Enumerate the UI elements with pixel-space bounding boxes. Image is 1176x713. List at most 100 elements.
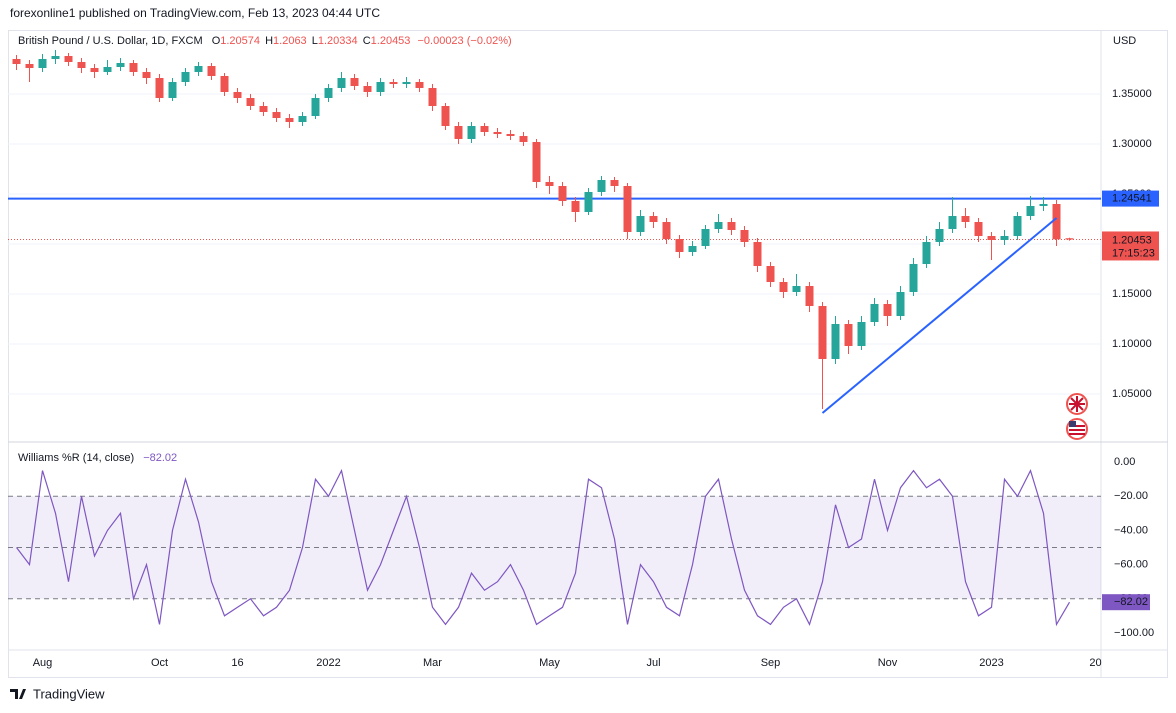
candle-body [350, 78, 359, 86]
candle-body [337, 78, 346, 88]
publish-info: forexonline1 published on TradingView.co… [10, 6, 380, 20]
y-tick-label: 0.00 [1114, 456, 1135, 468]
candle-body [636, 216, 645, 232]
x-tick-label: Aug [33, 657, 53, 669]
trendline [821, 217, 1058, 414]
candle-body [1039, 204, 1048, 206]
candle-body [233, 92, 242, 98]
candle-body [428, 88, 437, 106]
x-tick-label: Mar [423, 657, 442, 669]
candle-body [753, 242, 762, 266]
candle-body [714, 222, 723, 229]
candle-body [389, 82, 398, 84]
candle-body [896, 292, 905, 316]
price-label-box [1102, 231, 1159, 261]
ohlc-label: C [363, 35, 371, 47]
candle-body [792, 286, 801, 292]
candle-body [506, 134, 515, 136]
candle-body [493, 132, 502, 134]
flag-icons [1066, 393, 1088, 440]
candle-body [727, 222, 736, 230]
candle-body [402, 82, 411, 84]
candle-body [103, 67, 112, 72]
candle-body [1013, 216, 1022, 236]
y-tick-label: 1.05000 [1112, 388, 1152, 400]
currency: USD [1113, 35, 1136, 47]
candle-body [532, 142, 541, 182]
candle-body [909, 264, 918, 292]
candle-body [142, 72, 151, 78]
x-tick-label: Sep [761, 657, 781, 669]
open-value: 1.20574 [220, 35, 260, 47]
candle-body [454, 126, 463, 139]
indicator-line [16, 468, 1071, 627]
ohlc-label: O [212, 35, 221, 47]
candle-body [272, 112, 281, 118]
candle-body [168, 82, 177, 98]
candle-body [480, 126, 489, 132]
candle-body [1052, 204, 1061, 240]
chart-frame [8, 30, 1168, 678]
candle-body [12, 59, 21, 64]
candle-body [610, 180, 619, 186]
candle-body [220, 76, 229, 92]
low-value: 1.20334 [318, 35, 358, 47]
change-value: −0.00023 (−0.02%) [417, 35, 511, 47]
candle-body [883, 304, 892, 316]
candle-body [285, 118, 294, 122]
candle-body [844, 324, 853, 346]
candle-body [77, 62, 86, 68]
ohlc-label: H [265, 35, 273, 47]
y-tick-label: 1.35000 [1112, 88, 1152, 100]
candle-body [207, 66, 216, 76]
close-value: 1.20453 [371, 35, 411, 47]
y-tick-label: −40.00 [1114, 524, 1148, 536]
candle-body [415, 82, 424, 88]
x-tick-label: May [539, 657, 560, 669]
candle-body [376, 82, 385, 92]
candle-body [363, 86, 372, 92]
candle-body [519, 136, 528, 142]
candle-body [324, 88, 333, 98]
candle-body [1065, 238, 1074, 240]
ohlc-label: L [312, 35, 318, 47]
countdown: 17:15:23 [1112, 247, 1155, 259]
candle-body [649, 216, 658, 222]
x-tick-label: 2023 [979, 657, 1003, 669]
y-tick-label: −100.00 [1114, 627, 1154, 639]
candle-body [25, 64, 34, 68]
candle-body [740, 230, 749, 242]
price-label: 1.20453 [1112, 234, 1152, 246]
candle-body [779, 282, 788, 292]
candle-body [935, 229, 944, 242]
y-tick-label: 1.15000 [1112, 288, 1152, 300]
candle-body [974, 222, 983, 236]
usd-flag-canton [1069, 421, 1076, 427]
footer-brand: TradingView [33, 686, 105, 701]
footer-logo: TradingView [10, 686, 105, 701]
hline-label-box [1102, 190, 1159, 207]
candle-body [675, 239, 684, 252]
candle-body [1026, 206, 1035, 216]
x-tick-label: Jul [646, 657, 660, 669]
candle-body [571, 201, 580, 212]
indicator-legend: Williams %R (14, close) −82.02 [18, 452, 177, 464]
candle-body [441, 106, 450, 126]
candle-body [987, 236, 996, 240]
candle-body [298, 116, 307, 122]
candle-body [584, 192, 593, 212]
x-tick-label: 16 [231, 657, 243, 669]
symbol-legend: British Pound / U.S. Dollar, 1D, FXCM O1… [18, 35, 512, 47]
indicator-label-box [1102, 594, 1150, 611]
candle-body [818, 306, 827, 359]
candle-body [805, 286, 814, 306]
candle-body [961, 216, 970, 222]
hline-label: 1.24541 [1112, 192, 1152, 204]
x-tick-label: Nov [878, 657, 898, 669]
candle-body [831, 324, 840, 359]
candle-body [181, 72, 190, 82]
candle-body [597, 180, 606, 192]
candle-body [311, 98, 320, 116]
candle-body [155, 78, 164, 98]
